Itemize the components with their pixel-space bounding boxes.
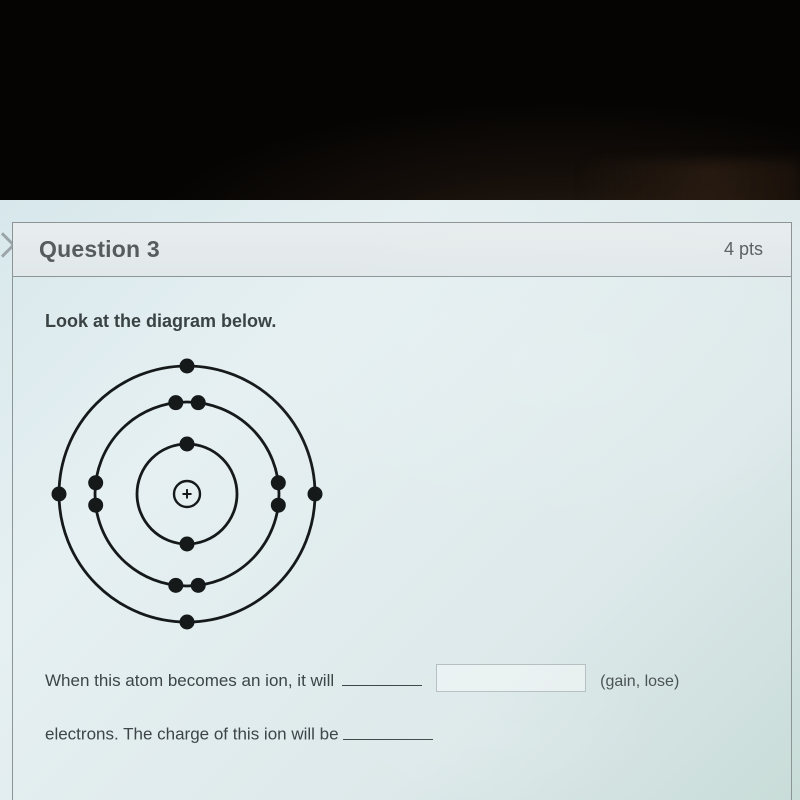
photo-background: Question 3 4 pts Look at the diagram bel…: [0, 0, 800, 800]
question-points: 4 pts: [724, 239, 763, 260]
bohr-diagram: +: [37, 344, 337, 644]
hint-gain-lose: (gain, lose): [600, 673, 679, 691]
question-body: Look at the diagram below. + When this a…: [13, 277, 791, 765]
question-title: Question 3: [39, 236, 160, 263]
svg-text:+: +: [182, 484, 193, 504]
sentence-2a: electrons. The charge of this ion will b…: [45, 725, 339, 744]
fill-blank-line-1: When this atom becomes an ion, it will (…: [45, 658, 761, 691]
blank-1: [342, 667, 422, 686]
answer-input-1[interactable]: [436, 664, 586, 692]
sentence-1a: When this atom becomes an ion, it will: [45, 671, 334, 691]
question-header: Question 3 4 pts: [13, 223, 791, 277]
bohr-svg: +: [37, 344, 337, 644]
fill-blank-line-2: electrons. The charge of this ion will b…: [45, 721, 761, 745]
question-card: Question 3 4 pts Look at the diagram bel…: [12, 222, 792, 800]
question-prompt: Look at the diagram below.: [45, 311, 761, 332]
blank-2: [343, 721, 433, 740]
